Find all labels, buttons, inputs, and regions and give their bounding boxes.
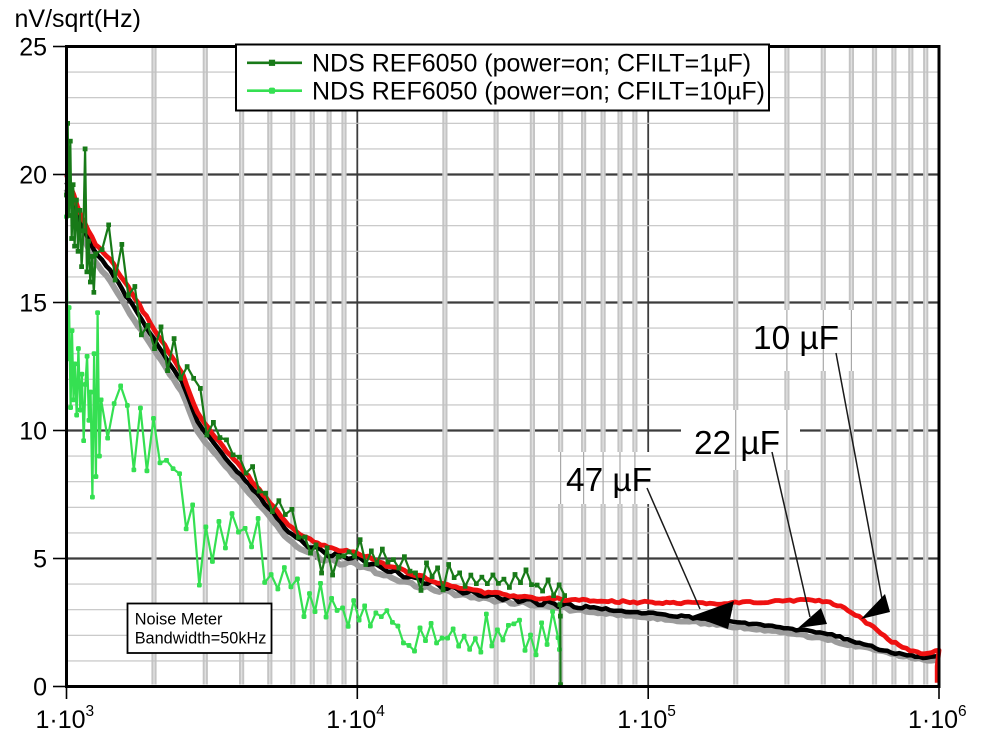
svg-text:1·10: 1·10 bbox=[617, 706, 667, 734]
svg-text:1·10: 1·10 bbox=[908, 706, 958, 734]
svg-text:1·10: 1·10 bbox=[36, 706, 86, 734]
svg-text:0: 0 bbox=[33, 674, 47, 702]
svg-text:1·10: 1·10 bbox=[326, 706, 376, 734]
svg-text:15: 15 bbox=[19, 290, 47, 318]
svg-text:5: 5 bbox=[667, 703, 676, 720]
svg-text:NDS REF6050 (power=on; CFILT=1: NDS REF6050 (power=on; CFILT=1µF) bbox=[312, 50, 751, 78]
svg-text:10 µF: 10 µF bbox=[753, 320, 839, 357]
svg-text:3: 3 bbox=[86, 703, 95, 720]
svg-text:25: 25 bbox=[19, 34, 47, 62]
svg-text:22 µF: 22 µF bbox=[694, 425, 780, 462]
svg-text:4: 4 bbox=[376, 703, 385, 720]
svg-text:nV/sqrt(Hz): nV/sqrt(Hz) bbox=[15, 5, 141, 33]
svg-text:10: 10 bbox=[19, 418, 47, 446]
svg-text:6: 6 bbox=[958, 703, 967, 720]
svg-text:20: 20 bbox=[19, 162, 47, 190]
svg-text:NDS REF6050 (power=on; CFILT=1: NDS REF6050 (power=on; CFILT=10µF) bbox=[312, 78, 765, 106]
svg-text:47 µF: 47 µF bbox=[566, 462, 652, 499]
svg-text:Noise Meter: Noise Meter bbox=[135, 610, 223, 628]
svg-text:5: 5 bbox=[33, 546, 47, 574]
svg-text:Bandwidth=50kHz: Bandwidth=50kHz bbox=[135, 629, 267, 647]
